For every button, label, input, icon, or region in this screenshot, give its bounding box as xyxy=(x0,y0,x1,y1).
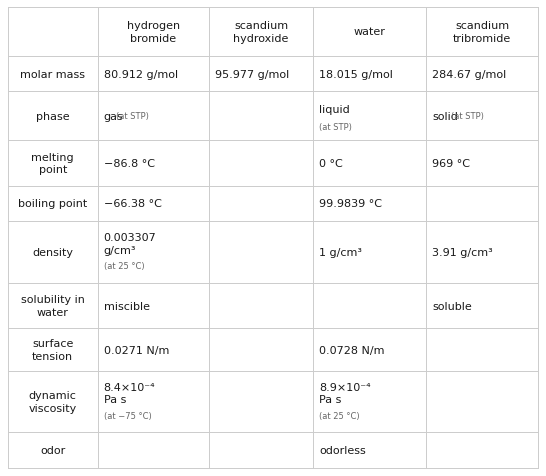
Text: −66.38 °C: −66.38 °C xyxy=(104,199,162,209)
Text: 1 g/cm³: 1 g/cm³ xyxy=(319,248,362,258)
Text: (at 25 °C): (at 25 °C) xyxy=(319,411,360,420)
Text: water: water xyxy=(354,27,385,37)
Text: melting
point: melting point xyxy=(32,152,74,175)
Text: 8.4×10⁻⁴
Pa s: 8.4×10⁻⁴ Pa s xyxy=(104,382,155,404)
Text: (at −75 °C): (at −75 °C) xyxy=(104,411,151,420)
Text: 95.977 g/mol: 95.977 g/mol xyxy=(215,69,289,79)
Text: soluble: soluble xyxy=(432,301,472,311)
Text: 0 °C: 0 °C xyxy=(319,159,343,169)
Text: (at STP): (at STP) xyxy=(451,112,484,121)
Text: (at STP): (at STP) xyxy=(116,112,149,121)
Text: dynamic
viscosity: dynamic viscosity xyxy=(28,390,77,413)
Text: 0.003307
g/cm³: 0.003307 g/cm³ xyxy=(104,233,156,255)
Text: 0.0271 N/m: 0.0271 N/m xyxy=(104,345,169,355)
Text: 284.67 g/mol: 284.67 g/mol xyxy=(432,69,507,79)
Text: surface
tension: surface tension xyxy=(32,338,74,361)
Text: 80.912 g/mol: 80.912 g/mol xyxy=(104,69,177,79)
Text: odorless: odorless xyxy=(319,445,366,455)
Text: (at 25 °C): (at 25 °C) xyxy=(104,262,144,271)
Text: 0.0728 N/m: 0.0728 N/m xyxy=(319,345,384,355)
Text: solid: solid xyxy=(432,111,458,121)
Text: 3.91 g/cm³: 3.91 g/cm³ xyxy=(432,248,493,258)
Text: phase: phase xyxy=(36,111,69,121)
Text: 8.9×10⁻⁴
Pa s: 8.9×10⁻⁴ Pa s xyxy=(319,382,371,404)
Text: 969 °C: 969 °C xyxy=(432,159,470,169)
Text: (at STP): (at STP) xyxy=(319,123,352,132)
Text: scandium
hydroxide: scandium hydroxide xyxy=(233,21,289,43)
Text: odor: odor xyxy=(40,445,66,455)
Text: miscible: miscible xyxy=(104,301,150,311)
Text: 99.9839 °C: 99.9839 °C xyxy=(319,199,382,209)
Text: gas: gas xyxy=(104,111,123,121)
Text: scandium
tribromide: scandium tribromide xyxy=(453,21,511,43)
Text: molar mass: molar mass xyxy=(20,69,85,79)
Text: boiling point: boiling point xyxy=(18,199,87,209)
Text: −86.8 °C: −86.8 °C xyxy=(104,159,155,169)
Text: liquid: liquid xyxy=(319,105,349,115)
Text: solubility in
water: solubility in water xyxy=(21,295,85,317)
Text: density: density xyxy=(32,248,73,258)
Text: hydrogen
bromide: hydrogen bromide xyxy=(127,21,180,43)
Text: 18.015 g/mol: 18.015 g/mol xyxy=(319,69,393,79)
